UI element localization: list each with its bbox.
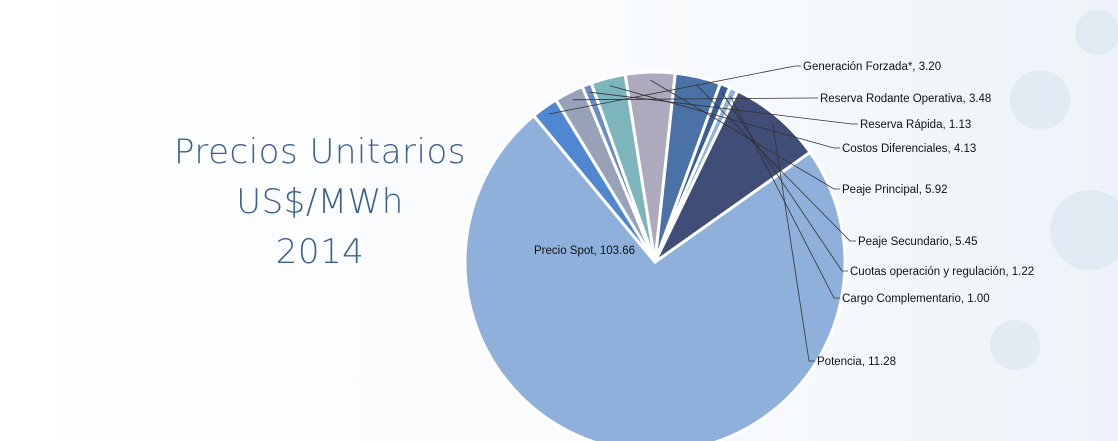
slice-data-label: Cargo Complementario, 1.00 [842, 293, 990, 305]
background-bubble [1010, 70, 1070, 130]
slice-data-label: Peaje Secundario, 5.45 [858, 236, 978, 248]
slice-data-label: Peaje Principal, 5.92 [842, 184, 947, 196]
slice-data-label: Precio Spot, 103.66 [534, 245, 635, 257]
leader-line [589, 91, 858, 125]
leader-line [549, 65, 801, 115]
chart-title-line-1: Precios Unitarios [173, 132, 466, 172]
chart-title-line-2: US$/MWh [236, 182, 404, 222]
slice-data-label: Reserva Rápida, 1.13 [860, 119, 971, 131]
leader-line [772, 123, 815, 362]
pie-slices [463, 70, 847, 441]
leader-line [730, 96, 840, 299]
background-bubble [990, 320, 1040, 370]
slice-data-label: Reserva Rodante Operativa, 3.48 [820, 93, 991, 105]
pie-slice-potencia [653, 89, 812, 264]
background-bubble [1075, 10, 1118, 55]
slice-data-label: Costos Diferenciales, 4.13 [842, 143, 976, 155]
chart-title-line-3: 2014 [275, 232, 365, 272]
background-bubble [1050, 190, 1118, 270]
leader-line [696, 84, 856, 242]
slice-data-label: Generación Forzada*, 3.20 [803, 61, 941, 73]
leader-line [609, 85, 840, 149]
leader-line [650, 79, 840, 190]
leader-line [572, 97, 818, 101]
pie-slice-precio-spot [463, 114, 847, 441]
leader-line [721, 92, 848, 272]
slice-data-label: Cuotas operación y regulación, 1.22 [850, 266, 1034, 278]
slice-data-label: Potencia, 11.28 [817, 356, 896, 368]
